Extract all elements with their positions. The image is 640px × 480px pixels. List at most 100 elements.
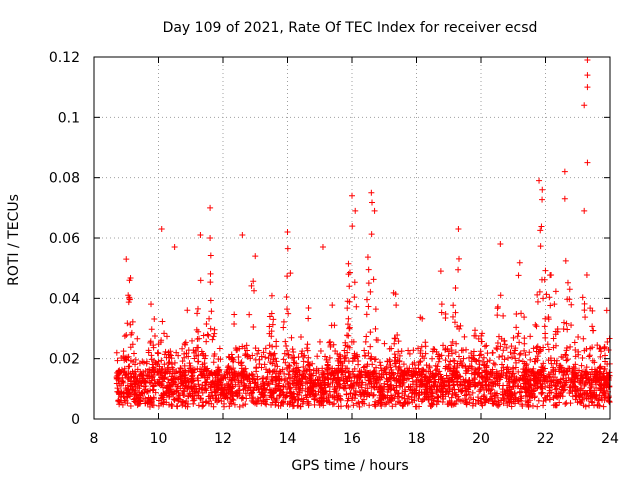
data-point [569, 388, 576, 395]
data-point [166, 370, 173, 377]
data-point [429, 370, 436, 377]
data-point [525, 388, 532, 395]
data-point [184, 307, 191, 314]
data-point [510, 334, 517, 341]
data-point [585, 374, 592, 381]
data-point [480, 393, 487, 400]
data-point [120, 390, 127, 397]
data-point [225, 353, 232, 360]
data-point [242, 390, 249, 397]
data-point [573, 387, 580, 394]
data-point [548, 360, 555, 367]
data-point [400, 361, 407, 368]
data-point [197, 277, 204, 284]
data-point [440, 381, 447, 388]
data-point [303, 367, 309, 374]
data-point [210, 333, 217, 340]
data-point [513, 324, 520, 331]
data-point [452, 309, 459, 316]
data-point [540, 402, 547, 409]
data-point [181, 362, 188, 369]
data-point [579, 354, 586, 361]
data-point [540, 295, 547, 302]
data-point [581, 207, 588, 214]
data-point [311, 401, 318, 408]
data-point [273, 358, 280, 365]
data-point [489, 349, 496, 356]
data-point [122, 371, 129, 378]
data-point [583, 395, 590, 402]
data-point [290, 359, 297, 366]
data-point [606, 398, 613, 405]
data-point [526, 349, 533, 356]
data-point [351, 365, 358, 372]
data-point [448, 342, 455, 349]
data-point [511, 373, 518, 380]
data-point [560, 326, 567, 333]
data-point [370, 392, 377, 399]
data-point [240, 386, 247, 393]
data-point [294, 396, 301, 403]
data-point [207, 252, 214, 259]
data-point [581, 382, 588, 389]
data-point [222, 394, 229, 401]
data-point [282, 383, 289, 390]
data-point [539, 196, 546, 203]
data-point [560, 372, 567, 379]
data-point [521, 377, 528, 384]
data-point [177, 375, 184, 382]
data-point [483, 362, 490, 369]
data-point [517, 383, 524, 390]
data-point [114, 385, 121, 392]
data-point [145, 373, 152, 380]
data-point [440, 342, 447, 349]
data-point [368, 189, 375, 196]
data-point [121, 397, 128, 404]
data-point [428, 400, 435, 407]
data-point [332, 347, 339, 354]
data-point [584, 84, 591, 91]
data-point [415, 395, 422, 402]
data-point [501, 389, 508, 396]
data-point [563, 368, 570, 375]
data-point [561, 195, 568, 202]
data-point [260, 398, 267, 405]
data-point [442, 365, 449, 372]
data-point [508, 354, 515, 361]
data-point [248, 282, 255, 289]
data-point [477, 382, 484, 389]
data-point [496, 354, 503, 361]
data-point [148, 396, 155, 403]
data-point [113, 349, 120, 356]
data-point [481, 392, 488, 399]
data-point [195, 402, 202, 409]
data-point [494, 377, 501, 384]
data-point [371, 207, 378, 214]
data-point [597, 371, 604, 378]
data-point [546, 374, 553, 381]
data-point [406, 350, 413, 357]
data-point [381, 380, 388, 387]
data-point [199, 361, 206, 368]
data-point [416, 403, 423, 410]
data-point [356, 368, 363, 375]
data-point [342, 339, 349, 346]
data-point [568, 371, 575, 378]
data-point [268, 292, 275, 299]
data-point [151, 316, 158, 323]
data-point [376, 392, 383, 399]
data-point [300, 358, 307, 365]
data-point [445, 391, 452, 398]
data-point [434, 389, 441, 396]
data-point [325, 398, 332, 405]
data-point [529, 402, 536, 409]
data-point [140, 377, 147, 384]
data-point [515, 330, 522, 337]
data-point [295, 397, 302, 404]
data-point [258, 389, 265, 396]
data-point [475, 366, 482, 373]
data-point [452, 285, 459, 292]
data-point [205, 400, 212, 407]
data-point [167, 386, 174, 393]
data-point [452, 349, 459, 356]
